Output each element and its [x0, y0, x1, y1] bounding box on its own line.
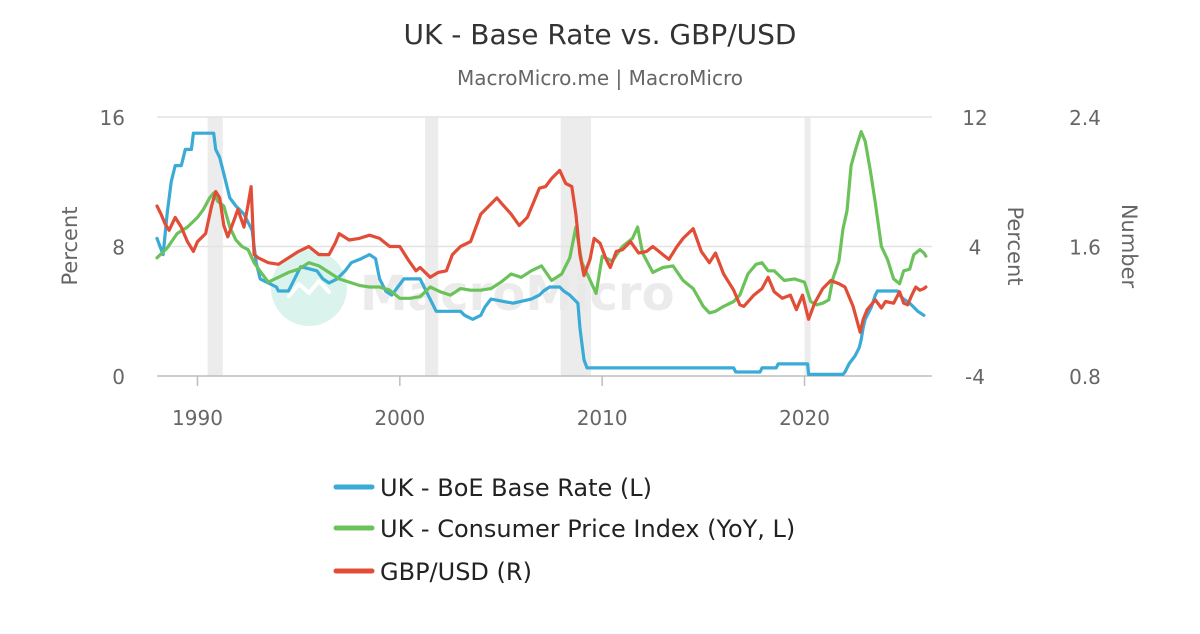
right1-axis-tick-label: 4 — [969, 236, 982, 260]
left-axis-tick-label: 16 — [100, 106, 125, 130]
legend-item-gbpusd[interactable]: GBP/USD (R) — [333, 558, 532, 586]
left-axis-title: Percent — [58, 206, 82, 285]
grid-lines — [157, 116, 932, 377]
watermark-logo-icon — [271, 250, 347, 326]
right1-axis-tick-label: -4 — [965, 365, 985, 389]
series-lines — [155, 130, 928, 376]
series-line-gbpusd — [155, 168, 928, 334]
legend-item-cpi[interactable]: UK - Consumer Price Index (YoY, L) — [333, 515, 795, 543]
legend-label-cpi: UK - Consumer Price Index (YoY, L) — [380, 515, 795, 543]
right2-axis-tick-label: 2.4 — [1069, 106, 1101, 130]
right2-axis-tick-label: 1.6 — [1069, 236, 1101, 260]
legend-item-base-rate[interactable]: UK - BoE Base Rate (L) — [333, 474, 652, 502]
right1-axis-tick-label: 12 — [962, 106, 987, 130]
right2-axis-tick-label: 0.8 — [1069, 365, 1101, 389]
legend: UK - BoE Base Rate (L) UK - Consumer Pri… — [333, 474, 795, 586]
x-axis-tick-label: 2000 — [374, 406, 425, 430]
x-axis-tick-label: 2020 — [779, 406, 830, 430]
left-axis-tick-label: 8 — [112, 236, 125, 260]
watermark-logo-mark — [287, 279, 331, 298]
chart-title: UK - Base Rate vs. GBP/USD — [404, 18, 797, 51]
right-axis-title-percent: Percent — [1003, 206, 1027, 285]
x-axis-tick-label: 2010 — [577, 406, 628, 430]
series-line-cpi — [155, 130, 928, 315]
x-axis-tick-label: 1990 — [172, 406, 223, 430]
series-line-base-rate — [155, 131, 926, 376]
right-axis-title-number: Number — [1117, 204, 1141, 289]
chart-subtitle: MacroMicro.me | MacroMicro — [457, 66, 743, 90]
legend-label-base-rate: UK - BoE Base Rate (L) — [380, 474, 652, 502]
left-axis-tick-label: 0 — [112, 365, 125, 389]
legend-label-gbpusd: GBP/USD (R) — [380, 558, 532, 586]
axes: Percent Percent Number 0 8 16 -4 4 12 0.8 1.6 2.… — [58, 106, 1141, 430]
